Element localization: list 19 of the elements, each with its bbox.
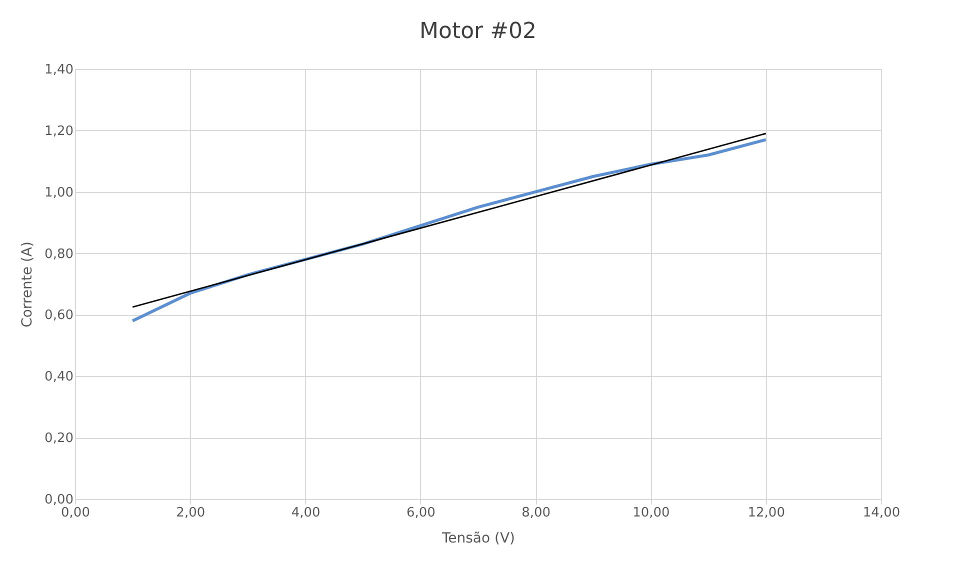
chart-title: Motor #02 — [420, 19, 536, 44]
y-tick-label: 0,60 — [44, 308, 74, 324]
x-tick-label: 6,00 — [406, 506, 436, 520]
x-axis-title: Tensão (V) — [440, 530, 516, 546]
y-tick-label: 1,40 — [44, 62, 74, 78]
x-tick-label: 8,00 — [522, 506, 551, 520]
y-axis-title: Corrente (A) — [20, 242, 36, 328]
x-tick-label: 2,00 — [176, 506, 206, 520]
y-tick-label: 1,20 — [44, 124, 74, 139]
y-tick-label: 0,00 — [44, 492, 74, 508]
y-tick-label: 0,40 — [44, 370, 74, 385]
y-tick-label: 0,20 — [44, 431, 74, 446]
x-tick-label: 12,00 — [748, 506, 785, 520]
x-tick-label: 14,00 — [862, 506, 900, 520]
y-tick-label: 0,80 — [44, 246, 74, 262]
x-tick-label: 4,00 — [291, 506, 320, 520]
x-tick-label: 0,00 — [61, 506, 90, 520]
x-tick-label: 10,00 — [632, 506, 670, 520]
y-tick-label: 1,00 — [44, 185, 74, 200]
